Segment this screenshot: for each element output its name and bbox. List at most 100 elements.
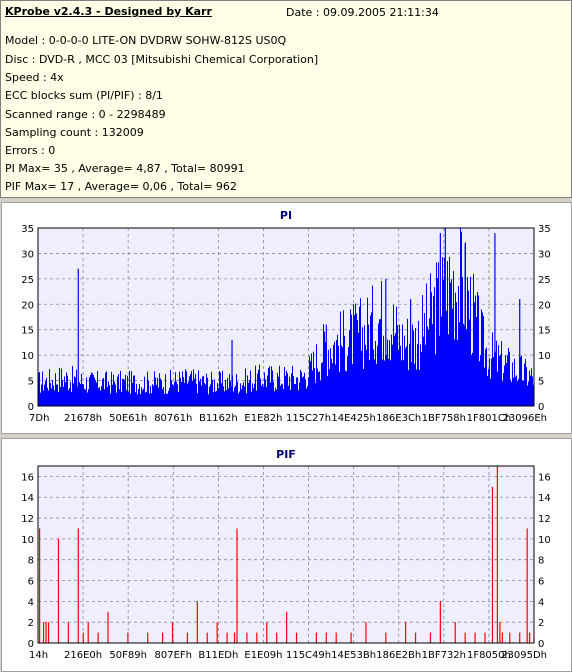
data-bar (373, 349, 374, 406)
data-bar (317, 368, 318, 406)
data-bar (194, 378, 195, 406)
y-tick-label: 5 (28, 377, 34, 388)
data-bar (406, 346, 407, 406)
data-spike (499, 622, 501, 643)
data-bar (516, 375, 517, 406)
data-bar (348, 347, 349, 406)
data-bar (243, 382, 244, 406)
data-bar (39, 372, 40, 406)
data-bar (524, 363, 525, 406)
data-bar (417, 344, 418, 406)
data-spike (286, 611, 288, 643)
data-bar (358, 332, 359, 406)
x-tick-label: 115C49h (286, 650, 331, 661)
data-bar (258, 369, 259, 406)
data-bar (57, 384, 58, 406)
data-bar (150, 386, 151, 406)
data-spike (519, 299, 521, 406)
info-pif: PIF Max= 17 , Average= 0,06 , Total= 962 (5, 180, 237, 193)
data-bar (513, 377, 514, 406)
data-bar (314, 368, 315, 406)
data-bar (461, 231, 462, 406)
data-bar (217, 383, 218, 406)
x-tick-label: 50F89h (109, 650, 147, 661)
data-bar (356, 313, 357, 406)
data-bar (167, 393, 168, 406)
x-tick-label: E1E82h (244, 413, 282, 424)
data-bar (153, 385, 154, 406)
data-bar (273, 381, 274, 406)
data-bar (404, 335, 405, 406)
data-bar (382, 359, 383, 406)
data-bar (398, 350, 399, 406)
data-bar (89, 377, 90, 406)
data-bar (43, 390, 44, 406)
data-bar (383, 335, 384, 406)
y-tick-label-right: 10 (538, 351, 551, 362)
data-bar (278, 376, 279, 406)
data-bar (302, 377, 303, 406)
data-bar (162, 389, 163, 406)
data-bar (161, 380, 162, 406)
data-bar (40, 392, 41, 406)
data-bar (160, 378, 161, 406)
data-bar (360, 298, 361, 406)
data-bar (45, 381, 46, 406)
data-bar (401, 360, 402, 406)
data-bar (510, 379, 511, 406)
x-tick-label: 1BF732h (422, 650, 466, 661)
data-bar (46, 377, 47, 406)
data-bar (119, 389, 120, 406)
data-bar (108, 381, 109, 406)
data-bar (244, 386, 245, 406)
data-bar (304, 372, 305, 406)
y-tick-label: 30 (21, 249, 34, 260)
data-bar (459, 322, 460, 406)
data-bar (419, 369, 420, 406)
data-bar (82, 383, 83, 406)
data-bar (195, 373, 196, 406)
data-bar (520, 356, 521, 406)
data-bar (213, 392, 214, 406)
data-bar (62, 380, 63, 406)
data-spike (162, 632, 164, 643)
y-tick-label: 10 (21, 351, 34, 362)
data-bar (431, 292, 432, 406)
y-tick-label-right: 10 (538, 535, 551, 546)
data-bar (65, 382, 66, 406)
data-bar (291, 373, 292, 406)
data-bar (364, 325, 365, 406)
data-bar (172, 384, 173, 406)
data-bar (480, 355, 481, 406)
data-bar (321, 363, 322, 406)
data-bar (143, 388, 144, 406)
y-tick-label: 12 (21, 514, 34, 525)
data-bar (518, 378, 519, 406)
data-bar (76, 369, 77, 406)
data-bar (436, 262, 437, 406)
data-bar (413, 330, 414, 406)
data-spike (236, 528, 238, 643)
data-bar (503, 372, 504, 406)
data-bar (246, 393, 247, 406)
data-spike (42, 622, 45, 643)
data-bar (163, 387, 164, 406)
data-spike (414, 632, 417, 643)
data-bar (58, 391, 59, 406)
data-bar (345, 370, 346, 406)
data-bar (128, 391, 129, 406)
data-bar (388, 358, 389, 406)
data-bar (225, 379, 226, 406)
data-bar (296, 377, 297, 406)
data-bar (279, 365, 280, 406)
data-spike (365, 622, 367, 643)
data-bar (286, 370, 287, 406)
data-bar (136, 383, 137, 406)
data-bar (407, 318, 408, 406)
data-bar (72, 365, 73, 406)
data-bar (257, 373, 258, 406)
data-bar (426, 283, 427, 406)
data-spike (171, 622, 174, 643)
y-tick-label-right: 12 (538, 514, 551, 525)
data-bar (394, 335, 395, 406)
